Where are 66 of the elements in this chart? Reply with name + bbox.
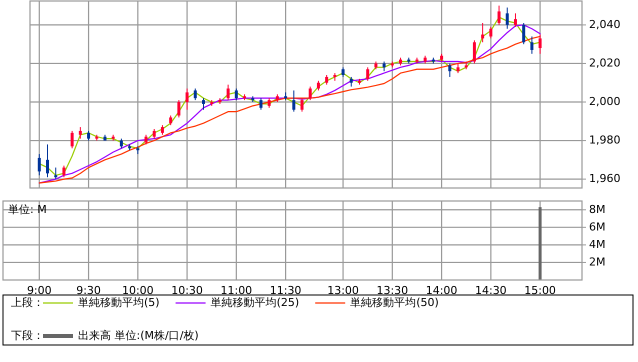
- candlestick: [506, 7, 509, 30]
- candlestick: [456, 62, 460, 74]
- candlestick: [292, 90, 296, 112]
- candlestick: [226, 84, 230, 101]
- candlestick: [120, 138, 123, 149]
- candlestick: [144, 134, 148, 145]
- candlestick: [342, 66, 345, 78]
- candlestick: [70, 130, 74, 149]
- y-tick-label: 2,020: [589, 56, 620, 70]
- x-tick-label: 9:30: [76, 284, 101, 298]
- legend-title: 下段：: [11, 329, 44, 342]
- candlestick: [350, 76, 353, 88]
- x-tick-label: 15:00: [524, 284, 556, 298]
- candlestick: [316, 80, 320, 91]
- y-tick-label: 2,000: [589, 95, 620, 108]
- candlestick: [489, 26, 492, 39]
- x-tick-label: 10:30: [171, 284, 203, 298]
- candlestick: [308, 86, 312, 101]
- candlestick: [514, 12, 517, 28]
- candlestick: [177, 100, 180, 118]
- candlestick: [538, 34, 542, 54]
- y-tick-label: 8M: [589, 202, 606, 216]
- candlestick: [186, 88, 189, 110]
- candlestick: [366, 66, 370, 82]
- x-tick-label: 14:30: [474, 284, 507, 298]
- legend-label: 単純移動平均(25): [210, 296, 300, 310]
- x-tick-label: 10:00: [122, 284, 154, 298]
- candlestick: [62, 165, 66, 178]
- candlestick: [259, 98, 262, 110]
- candlestick: [202, 98, 205, 110]
- candlestick: [268, 98, 271, 108]
- y-tick-label: 4M: [589, 238, 606, 251]
- candlestick: [325, 74, 328, 86]
- x-tick-label: 13:30: [376, 284, 408, 298]
- x-tick-label: 11:00: [220, 284, 252, 298]
- y-tick-label: 2M: [589, 255, 606, 268]
- x-tick-label: 9:00: [26, 284, 52, 298]
- y-tick-label: 6M: [589, 220, 606, 234]
- candlestick: [481, 22, 484, 43]
- candlestick: [194, 88, 197, 101]
- candlestick: [448, 62, 452, 78]
- candlestick: [300, 98, 304, 112]
- candlestick: [46, 144, 50, 178]
- candlestick: [382, 61, 386, 72]
- legend-label: 単純移動平均(50): [350, 296, 439, 310]
- legend-label: 単純移動平均(5): [78, 296, 160, 310]
- y-tick-label: 1,960: [589, 172, 620, 186]
- candlestick: [522, 22, 526, 45]
- x-tick-label: 13:00: [327, 284, 359, 298]
- candlestick: [38, 154, 41, 176]
- candlestick: [234, 88, 238, 101]
- annotation: 単位: M: [8, 203, 47, 216]
- legend-label: 出来高 単位:(M株/口/枚): [78, 329, 199, 342]
- candlestick: [169, 115, 172, 126]
- candlestick: [87, 130, 90, 142]
- candlestick: [160, 124, 164, 136]
- candlestick: [472, 40, 476, 64]
- candlestick: [530, 36, 534, 54]
- x-tick-label: 11:30: [270, 284, 302, 298]
- y-tick-label: 1,980: [589, 134, 620, 147]
- candlestick: [78, 126, 82, 140]
- legend-title: 上段：: [11, 296, 44, 310]
- candlestick: [152, 128, 156, 140]
- x-tick-label: 14:00: [426, 284, 458, 298]
- candlestick: [498, 5, 501, 26]
- y-tick-label: 2,040: [589, 18, 620, 31]
